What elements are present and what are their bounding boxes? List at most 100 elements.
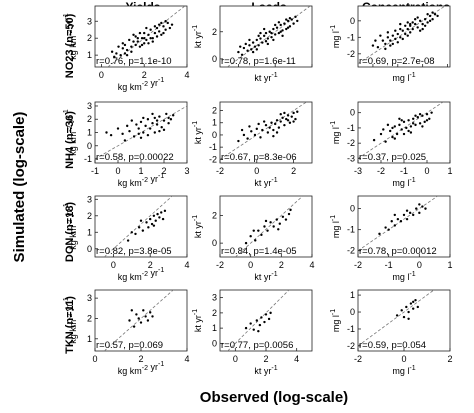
data-point — [272, 128, 275, 132]
data-point — [424, 207, 427, 210]
data-point — [143, 36, 146, 40]
data-point — [137, 127, 140, 130]
x-tick-label: -2 — [216, 166, 224, 176]
y-tick-label: -1 — [84, 154, 92, 164]
data-point — [264, 31, 268, 35]
x-tick-label: 1 — [447, 260, 452, 270]
data-point — [116, 127, 120, 130]
data-point — [274, 33, 277, 36]
one-to-one-line — [95, 105, 187, 160]
data-point — [140, 36, 144, 40]
data-point — [286, 19, 290, 23]
data-point — [288, 17, 292, 20]
data-point — [270, 31, 273, 35]
data-point — [412, 307, 415, 310]
data-point — [166, 21, 169, 25]
data-point — [400, 128, 403, 131]
data-point — [240, 128, 244, 132]
x-axis-label: kg km-2 yr-1 — [118, 173, 165, 188]
data-point — [132, 325, 136, 328]
data-point — [257, 329, 260, 333]
y-tick-label: 2 — [87, 114, 92, 124]
data-point — [416, 305, 419, 309]
data-point — [255, 38, 258, 42]
data-point — [125, 53, 129, 57]
data-point — [409, 24, 412, 27]
data-point — [157, 23, 161, 26]
axes-frame — [219, 195, 313, 258]
data-point — [405, 217, 409, 221]
data-point — [284, 218, 288, 221]
data-point — [416, 116, 419, 119]
y-tick-label: -1 — [347, 324, 355, 334]
panel-r4-loads: 0 2 4 0 1 2 3 r=0.77, p=0.0056 kt yr-1 kt yr-1 — [192, 289, 313, 376]
data-point — [266, 229, 269, 232]
y-tick-label: 1 — [87, 128, 92, 138]
panel-r2-yields: -1 0 1 2 3 -1 0 1 2 3 r=0.58, p=0.00022 kg km-2 yr-… — [63, 101, 190, 188]
data-point — [287, 212, 291, 216]
data-point — [262, 34, 266, 38]
data-point — [277, 228, 280, 231]
data-point — [156, 212, 159, 216]
data-point — [151, 36, 154, 40]
data-point — [404, 32, 407, 36]
data-point — [409, 125, 413, 128]
one-to-one-line — [227, 290, 290, 351]
data-point — [428, 19, 432, 23]
x-tick-label: -2 — [216, 260, 224, 270]
data-point — [281, 215, 285, 218]
data-point — [141, 229, 145, 232]
data-point — [145, 38, 148, 42]
data-point — [402, 120, 406, 124]
y-tick-label: -1 — [347, 123, 355, 133]
data-point — [268, 30, 271, 33]
data-point — [270, 121, 273, 124]
data-point — [248, 44, 251, 47]
panel-r2-concentrations: -3 -2 -1 0 1 -3 -2 -1 0 r=0.37, p=0.025 mg l-1 mg l… — [330, 101, 453, 188]
data-point — [147, 226, 150, 229]
data-point — [391, 42, 395, 46]
data-point — [262, 120, 266, 123]
data-point — [393, 125, 396, 128]
y-tick-label: 3 — [87, 101, 92, 111]
data-point — [155, 35, 159, 38]
data-point — [153, 25, 157, 28]
y-tick-label: 3 — [87, 293, 92, 303]
data-point — [384, 42, 387, 46]
data-point — [384, 47, 387, 51]
data-point — [272, 27, 275, 31]
data-point — [261, 128, 264, 132]
data-point — [406, 27, 409, 31]
data-point — [409, 302, 413, 305]
data-point — [288, 25, 292, 28]
data-point — [249, 235, 252, 238]
data-point — [237, 50, 240, 54]
stats-label: r=0.67, p=8.3e-06 — [221, 152, 297, 163]
axes-frame — [357, 289, 451, 352]
x-tick-label: -1 — [385, 260, 393, 270]
data-point — [253, 133, 257, 137]
panel-r3-loads: -2 0 2 4 0 2 r=0.84, p=1.4e-05 kt yr-1 kt yr-1 — [192, 195, 315, 282]
y-tick-label: 0 — [350, 108, 355, 118]
data-point — [277, 126, 281, 129]
data-point — [278, 222, 281, 225]
data-point — [421, 205, 424, 208]
data-point — [386, 123, 390, 127]
data-point — [244, 42, 247, 46]
y-tick-label: 0 — [212, 54, 217, 64]
x-tick-label: 4 — [184, 260, 189, 270]
panel-r1-yields: 0 2 4 1 2 3 r=0.76, p=1.1e-10 kg km-2 yr-1 kg km… — [63, 5, 190, 92]
data-point — [281, 116, 284, 120]
data-point — [167, 116, 170, 120]
data-point — [398, 123, 401, 127]
data-point — [286, 26, 290, 29]
y-axis-label: kg km-2 yr-1 — [63, 297, 78, 344]
stats-label: r=0.76, p=1.1e-10 — [96, 56, 172, 67]
data-point — [151, 122, 154, 125]
x-tick-label: -3 — [354, 166, 362, 176]
stats-label: r=0.69, p=2.7e-08 — [359, 56, 435, 67]
data-point — [274, 23, 277, 27]
data-point — [418, 211, 421, 215]
x-tick-label: 2 — [447, 354, 452, 364]
x-tick-label: 2 — [279, 260, 284, 270]
